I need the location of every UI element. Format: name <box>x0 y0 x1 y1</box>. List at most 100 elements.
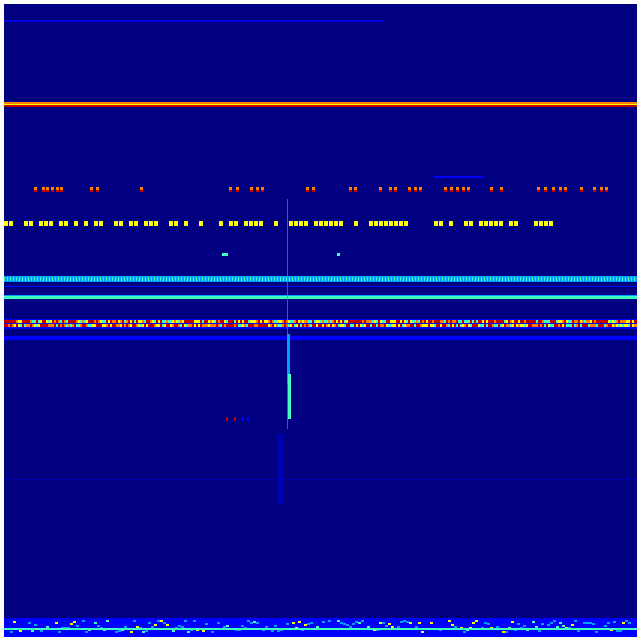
noise <box>32 324 34 327</box>
signal-dash <box>544 190 547 192</box>
noise <box>586 320 588 323</box>
noise <box>92 324 94 327</box>
cyan-tick <box>169 277 170 281</box>
signal-dash-yellow <box>59 221 63 226</box>
bottom-noise <box>103 629 106 631</box>
noise <box>224 320 226 323</box>
noise <box>438 324 440 327</box>
noise <box>478 324 480 327</box>
bottom-noise <box>532 621 535 623</box>
bottom-noise <box>319 629 322 631</box>
noise <box>360 320 362 323</box>
noise <box>398 320 400 323</box>
noise <box>62 320 64 323</box>
noise <box>110 320 112 323</box>
cyan-tick <box>352 277 353 281</box>
noise <box>52 324 54 327</box>
noise <box>354 320 356 323</box>
signal-dash <box>389 187 392 190</box>
noise <box>100 324 102 327</box>
noise <box>242 320 244 323</box>
cyan-tick <box>7 277 8 281</box>
noise <box>70 320 72 323</box>
noise <box>48 324 50 327</box>
bottom-noise <box>280 629 283 631</box>
noise <box>246 320 248 323</box>
signal-dash-yellow <box>169 221 173 226</box>
cyan-tick <box>601 277 602 281</box>
noise <box>526 324 528 327</box>
noise <box>298 320 300 323</box>
noise <box>284 320 286 323</box>
signal-dash <box>419 190 422 192</box>
noise <box>144 320 146 323</box>
noise <box>512 320 514 323</box>
noise <box>484 320 486 323</box>
bottom-noise <box>292 622 295 624</box>
noise <box>180 320 182 323</box>
noise <box>472 320 474 323</box>
noise <box>442 324 444 327</box>
noise <box>202 320 204 323</box>
bottom-noise <box>277 630 280 632</box>
cyan-tick <box>55 277 56 281</box>
noise <box>622 324 624 327</box>
cyan-tick <box>628 277 629 281</box>
signal-dash <box>462 190 465 192</box>
signal-dash <box>559 187 562 190</box>
bottom-noise <box>130 631 133 633</box>
cyan-tick <box>391 277 392 281</box>
noise <box>538 320 540 323</box>
noise <box>370 320 372 323</box>
noise <box>54 320 56 323</box>
noise <box>278 320 280 323</box>
noise <box>612 324 614 327</box>
noise <box>500 320 502 323</box>
bottom-noise <box>163 622 166 624</box>
noise <box>438 320 440 323</box>
noise <box>584 324 586 327</box>
noise <box>402 320 404 323</box>
cyan-tick <box>226 277 227 281</box>
noise <box>422 320 424 323</box>
signal-dash <box>600 190 603 192</box>
noise <box>120 320 122 323</box>
cyan-tick <box>304 277 305 281</box>
bottom-line <box>4 628 637 630</box>
bottom-noise <box>37 623 40 625</box>
signal-dash-yellow <box>234 221 238 226</box>
noise <box>460 320 462 323</box>
noise <box>194 320 196 323</box>
bottom-noise <box>424 620 427 622</box>
signal-dash-yellow <box>399 221 403 226</box>
bottom-noise <box>610 629 613 631</box>
noise <box>294 324 296 327</box>
noise <box>330 320 332 323</box>
noise <box>118 324 120 327</box>
bottom-noise <box>181 626 184 628</box>
noise <box>356 324 358 327</box>
noise <box>580 320 582 323</box>
noise <box>234 320 236 323</box>
signal-dash <box>467 187 470 190</box>
noise <box>344 320 346 323</box>
noise <box>370 324 372 327</box>
bottom-noise <box>487 623 490 625</box>
cyan-tick <box>16 277 17 281</box>
noise <box>296 324 298 327</box>
noise <box>158 324 160 327</box>
noise <box>208 320 210 323</box>
cyan-tick <box>133 277 134 281</box>
noise <box>298 324 300 327</box>
noise <box>586 324 588 327</box>
noise <box>192 324 194 327</box>
noise <box>476 324 478 327</box>
noise <box>334 324 336 327</box>
cyan-tick <box>400 277 401 281</box>
noise <box>484 324 486 327</box>
noise <box>88 320 90 323</box>
bottom-noise <box>616 630 619 632</box>
noise <box>264 324 266 327</box>
noise <box>464 324 466 327</box>
noise <box>92 320 94 323</box>
